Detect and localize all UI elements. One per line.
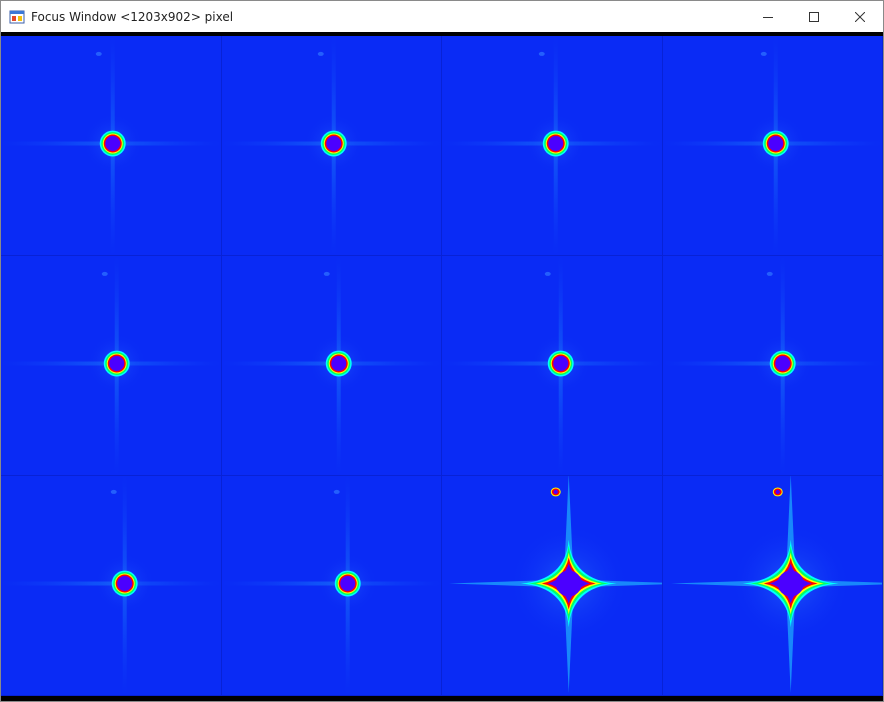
focus-frame	[1, 476, 222, 696]
focus-frame-image	[448, 476, 662, 694]
maximize-button[interactable]	[791, 1, 837, 32]
maximize-icon	[809, 11, 819, 22]
focus-frame-image	[662, 256, 882, 475]
focus-frame-image	[442, 256, 662, 475]
focus-frame	[1, 36, 222, 256]
app-window-icon	[9, 10, 25, 23]
focus-frame	[1, 256, 222, 476]
minimize-button[interactable]	[745, 1, 791, 32]
focus-frame-image	[1, 36, 221, 255]
focus-frame	[662, 476, 883, 696]
focus-frame-image	[221, 36, 441, 255]
bottom-black-band	[1, 696, 883, 701]
focus-frame-image	[662, 36, 882, 255]
window-title: Focus Window <1203x902> pixel	[31, 9, 234, 24]
focus-frame	[221, 36, 442, 256]
focus-frame-image	[221, 476, 441, 695]
focus-frame	[442, 36, 663, 256]
close-icon	[855, 11, 865, 22]
focus-frame	[662, 36, 883, 256]
top-black-band	[1, 32, 883, 36]
title-bar[interactable]: Focus Window <1203x902> pixel	[1, 1, 883, 32]
focus-frame	[221, 256, 442, 476]
focus-frame-image	[1, 476, 221, 695]
minimize-icon	[763, 16, 773, 18]
focus-image-grid	[1, 36, 883, 696]
close-button[interactable]	[837, 1, 883, 32]
focus-frame	[442, 256, 663, 476]
focus-frame-image	[1, 256, 221, 475]
focus-frame-image	[670, 476, 882, 694]
focus-frame	[442, 476, 663, 696]
focus-frame	[221, 476, 442, 696]
focus-frame-image	[442, 36, 662, 255]
focus-frame	[662, 256, 883, 476]
focus-frame-image	[221, 256, 441, 475]
